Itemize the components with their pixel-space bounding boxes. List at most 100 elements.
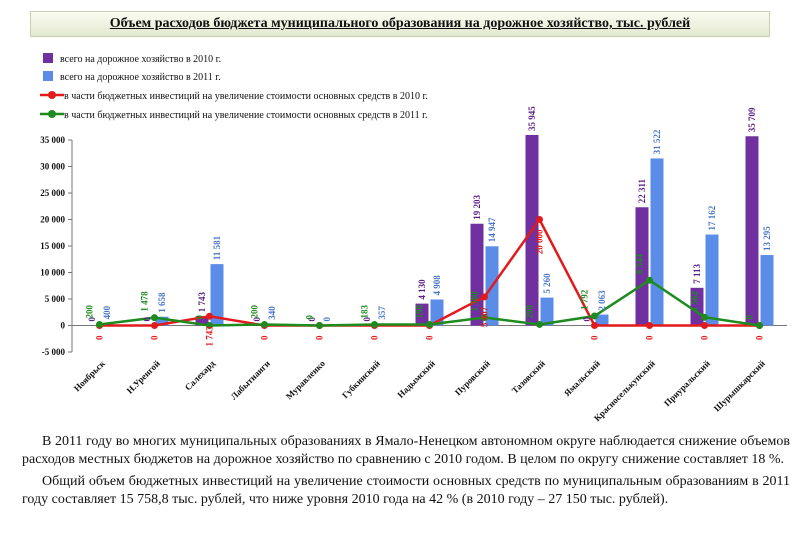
bar-value-label: 35 709 [747, 107, 757, 132]
line-value-label: 1 792 [580, 289, 590, 310]
paragraph-1: В 2011 году во многих муниципальных обра… [22, 434, 790, 467]
y-tick-label: 5 000 [45, 294, 66, 304]
legend-swatch-2 [43, 71, 53, 81]
bar-value-label: 11 581 [212, 235, 222, 260]
line-value-label: 0 [195, 315, 205, 320]
y-tick-label: 10 000 [40, 268, 65, 278]
chart-title-bar: Объем расходов бюджета муниципального об… [30, 11, 770, 37]
category-label: Салехард [183, 358, 217, 392]
y-tick-label: 30 000 [40, 162, 65, 172]
bar-value-label: 400 [102, 305, 112, 319]
legend-swatch-1 [43, 53, 53, 63]
bar-value-label: 4 130 [417, 279, 427, 300]
legend-label-1: всего на дорожное хозяйство в 2010 г. [60, 54, 221, 65]
line-value-label: 20 000 [535, 229, 545, 254]
category-label: Губкинский [340, 358, 382, 400]
bars [100, 134, 774, 326]
line-value-label: 200 [250, 304, 260, 318]
chart-title: Объем расходов бюджета муниципального об… [109, 16, 691, 31]
line-point-2010 [701, 322, 708, 329]
bar-value-label: 1 743 [197, 292, 207, 313]
chart: всего на дорожное хозяйство в 2010 г. все… [40, 53, 787, 424]
bar-value-label: 0 [142, 317, 152, 322]
line-point-2011 [481, 314, 488, 322]
line-point-2010 [206, 312, 213, 320]
line-value-label: 5 407 [480, 306, 490, 327]
line-point-2011 [646, 276, 653, 284]
bar-value-label: 2 063 [597, 290, 607, 311]
bar-value-label: 35 945 [527, 106, 537, 131]
line-point-2011 [371, 321, 378, 329]
bar-2011 [650, 158, 664, 326]
y-tick-label: 0 [61, 321, 66, 331]
bar-2010 [415, 303, 429, 326]
legend-label-2: всего на дорожное хозяйство в 2011 г. [60, 72, 221, 83]
line-value-label: 0 [590, 335, 600, 340]
bar-2010 [635, 207, 649, 326]
bar-2011 [595, 314, 609, 326]
line-value-label: 200 [525, 304, 535, 318]
bar-value-label: 0 [322, 317, 332, 322]
line-point-2011 [206, 322, 213, 329]
bar-value-label: 31 522 [652, 129, 662, 154]
legend-label-4: в части бюджетных инвестиций на увеличен… [64, 110, 428, 121]
category-label: Муравленко [284, 358, 327, 401]
line-point-2011 [261, 320, 268, 328]
bar-2010 [195, 316, 209, 326]
line-value-label: 1 478 [140, 291, 150, 312]
bar-2011 [155, 316, 169, 326]
line-value-label: 1 562 [690, 290, 700, 311]
commentary: В 2011 году во многих муниципальных обра… [22, 433, 790, 513]
lines [96, 216, 763, 329]
category-label: Надымский [395, 358, 437, 400]
bar-value-label: 357 [377, 306, 387, 320]
line-point-2010 [481, 293, 488, 301]
line-point-2010 [646, 322, 653, 329]
category-label: Пуровский [453, 358, 492, 397]
bar-value-label: 5 260 [542, 273, 552, 294]
bar-value-label: 4 908 [432, 275, 442, 296]
bar-2010 [690, 287, 704, 326]
line-value-label: 0 [425, 335, 435, 340]
bar-value-label: 0 [362, 317, 372, 322]
y-tick-label: -5 000 [42, 347, 66, 357]
line-point-2010 [151, 322, 158, 329]
line-point-2010 [591, 322, 598, 329]
category-label: Лабытнанги [229, 358, 272, 401]
line-value-label: 183 [360, 305, 370, 319]
category-label: Шурышкарский [712, 358, 767, 413]
bar-value-label: 0 [582, 317, 592, 322]
line-value-label: 0 [315, 335, 325, 340]
bar-value-label: 7 113 [692, 264, 702, 284]
bar-value-label: 22 311 [637, 178, 647, 203]
category-label: Тазовский [510, 358, 547, 395]
bar-2011 [210, 264, 224, 326]
bar-value-label: 0 [252, 317, 262, 322]
y-tick-label: 20 000 [40, 215, 65, 225]
bar-value-label: 1 658 [157, 292, 167, 313]
legend-marker-1 [48, 91, 56, 99]
category-label: Ноябрьск [72, 358, 108, 394]
y-tick-label: 15 000 [40, 241, 65, 251]
category-label: Приуральский [662, 358, 712, 408]
line-point-2011 [701, 313, 708, 321]
y-tick-label: 35 000 [40, 135, 65, 145]
category-labels: Ноябрьск Н.Уренгой Салехард Лабытнанги Мурав… [72, 358, 767, 424]
line-point-2011 [316, 322, 323, 329]
line-value-label: 0 [755, 335, 765, 340]
paragraph-2: Общий объем бюджетных инвестиций на увел… [22, 474, 790, 507]
category-label: Красноселькупский [592, 358, 657, 423]
bar-2011 [760, 255, 774, 326]
bar-value-label: 340 [267, 306, 277, 320]
line-value-label: 0 [305, 315, 315, 320]
line-value-label: 1 500 [470, 291, 480, 312]
line-point-2011 [756, 322, 763, 329]
bar-2011 [540, 297, 554, 326]
bar-value-label: 0 [307, 317, 317, 322]
line-value-label: 1 743 [205, 326, 215, 347]
line-value-label: 0 [95, 335, 105, 340]
line-value-label: 0 [745, 315, 755, 320]
line-point-2011 [536, 320, 543, 328]
line-value-label: 0 [150, 335, 160, 340]
